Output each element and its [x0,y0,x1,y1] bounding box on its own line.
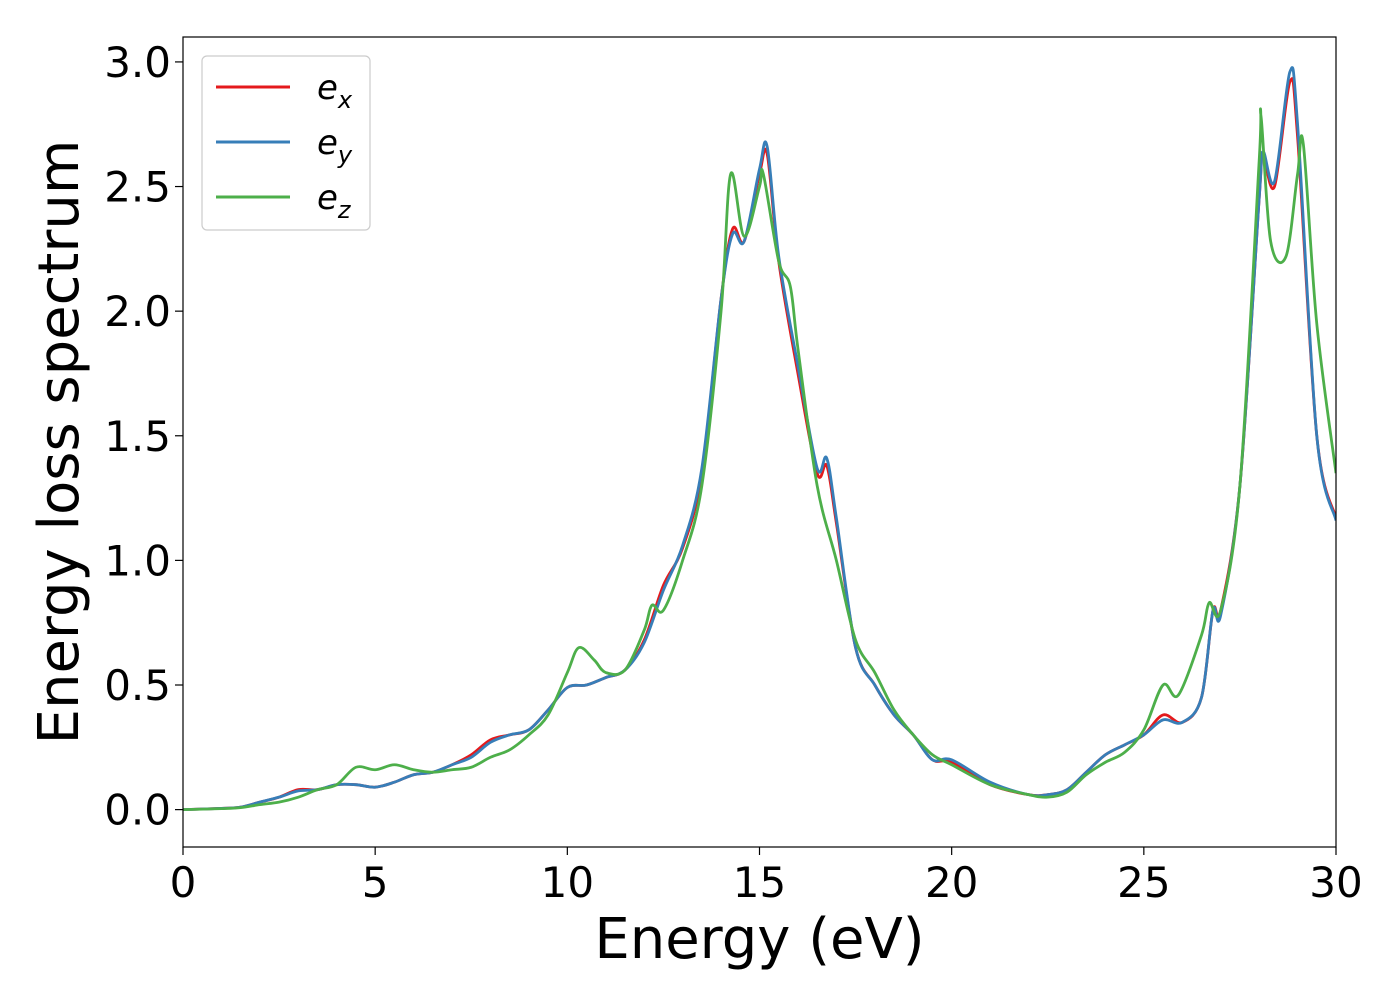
legend: ex ey ez [201,55,371,231]
y-tick-label: 1.5 [104,412,171,461]
y-tick-label: 0.5 [104,661,171,710]
series-line-ez [183,107,1336,812]
plot-area [183,66,1336,812]
x-tick-label: 30 [1309,858,1362,907]
x-axis-title: Energy (eV) [594,907,924,972]
x-tick-label: 15 [733,858,786,907]
y-tick-label: 3.0 [104,38,171,87]
y-tick-label: 0.0 [104,786,171,835]
y-tick-label: 2.0 [104,287,171,336]
x-tick-label: 20 [925,858,978,907]
x-tick-label: 5 [362,858,389,907]
legend-label-ey: ey [317,123,353,169]
legend-label-ex: ex [317,68,353,114]
series-line-ey [183,66,1336,812]
y-tick-label: 2.5 [104,163,171,212]
legend-label-ez: ez [317,178,352,224]
axes: 0 5 10 15 20 25 30 0.0 0.5 1.0 1.5 2.0 2.5 3.0 [104,36,1363,907]
x-tick-label: 0 [170,858,197,907]
y-axis-title: Energy loss spectrum [27,140,92,745]
x-tick-label: 10 [541,858,594,907]
series-lines [183,66,1336,812]
x-tick-label: 25 [1117,858,1170,907]
y-tick-label: 1.0 [104,536,171,585]
